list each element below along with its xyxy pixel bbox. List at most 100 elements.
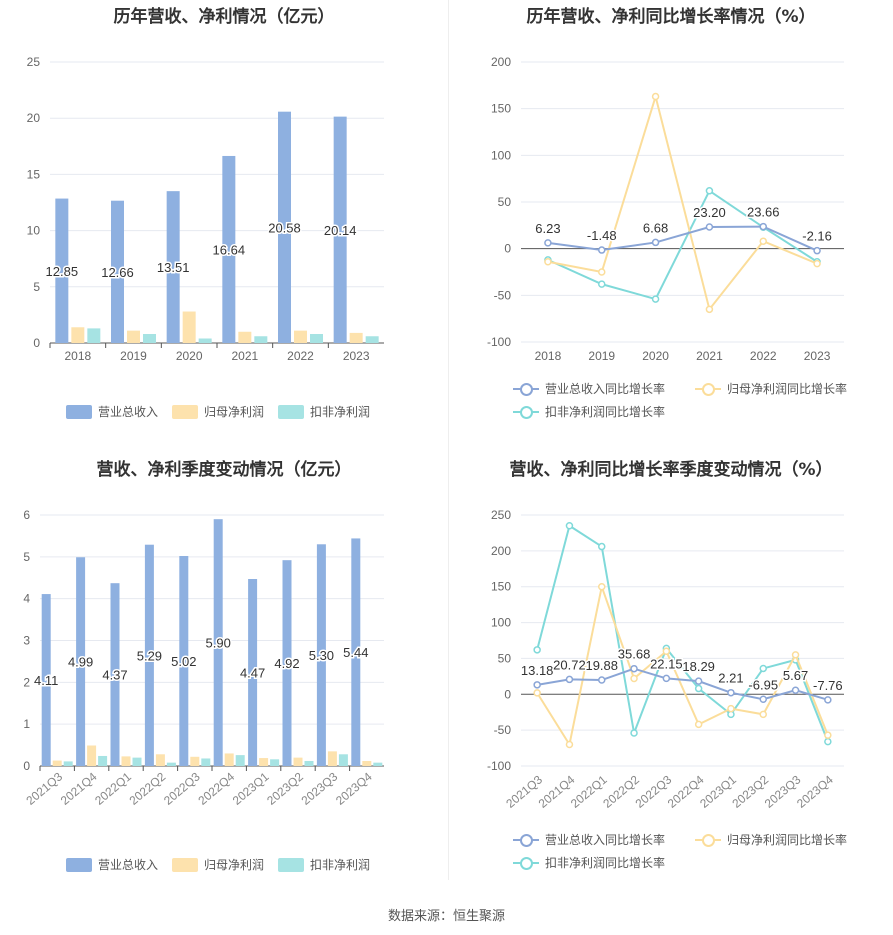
y-tick-label: 1 bbox=[23, 717, 30, 731]
legend-deducted[interactable]: 扣非净利润 bbox=[278, 403, 370, 420]
data-point bbox=[533, 646, 541, 654]
bar bbox=[179, 555, 189, 766]
data-point bbox=[694, 720, 703, 729]
y-tick-label: 6 bbox=[23, 508, 30, 522]
annual-line-chart: -100 -50 0 50 100 150 200 2018 2019 2020 2021 2022 2… bbox=[487, 55, 844, 363]
legend-revenue-growth[interactable]: 营业总收入同比增长率 bbox=[513, 380, 665, 397]
legend-netprofit-growth[interactable]: 归母净利润同比增长率 bbox=[695, 831, 847, 848]
data-label: 13.18 bbox=[521, 663, 554, 678]
data-label: 5.02 bbox=[171, 654, 196, 669]
x-tick-label: 2019 bbox=[120, 349, 147, 363]
data-label: 4.37 bbox=[102, 668, 127, 683]
legend-deducted-growth[interactable]: 扣非净利润同比增长率 bbox=[513, 403, 665, 420]
chart-title: 历年营收、净利情况（亿元） bbox=[113, 7, 335, 27]
bar bbox=[111, 200, 124, 343]
quarterly-revenue-profit-panel: 营收、净利季度变动情况（亿元） 0 1 2 3 4 5 6 2021Q3 4.11 2021Q4 4… bbox=[0, 453, 448, 883]
y-tick-label: 50 bbox=[498, 651, 512, 665]
x-tick-label: 2023Q4 bbox=[794, 772, 836, 810]
data-label: 20.14 bbox=[324, 223, 357, 238]
bar bbox=[132, 757, 142, 766]
data-label: -2.16 bbox=[802, 229, 832, 244]
data-label: 5.44 bbox=[343, 645, 368, 660]
bar bbox=[182, 311, 196, 343]
bar bbox=[121, 756, 131, 766]
bar bbox=[71, 327, 85, 343]
bar bbox=[235, 755, 245, 766]
data-point bbox=[791, 651, 800, 659]
data-point bbox=[705, 305, 714, 314]
quarterly-bar-chart: 0 1 2 3 4 5 6 2021Q3 4.11 2021Q4 4.99 2022Q1 4.37 202… bbox=[23, 508, 384, 808]
y-tick-label: 250 bbox=[491, 508, 511, 522]
bar bbox=[365, 336, 379, 343]
x-tick-label: 2021 bbox=[231, 349, 258, 363]
bar bbox=[259, 758, 269, 766]
data-point bbox=[727, 704, 735, 713]
x-tick-label: 2022Q3 bbox=[161, 769, 203, 807]
y-tick-label: 150 bbox=[491, 102, 511, 116]
bar bbox=[155, 754, 165, 766]
bar bbox=[316, 544, 326, 766]
legend-deducted[interactable]: 扣非净利润 bbox=[278, 856, 370, 873]
data-label: -1.48 bbox=[587, 228, 617, 243]
y-tick-label: 0 bbox=[504, 687, 511, 701]
bar bbox=[222, 155, 236, 343]
data-point bbox=[759, 222, 767, 231]
bar bbox=[166, 191, 180, 343]
bar bbox=[270, 759, 280, 766]
data-label: 20.58 bbox=[268, 220, 301, 235]
legend-revenue[interactable]: 营业总收入 bbox=[66, 856, 158, 873]
data-point bbox=[565, 740, 574, 749]
y-tick-label: -50 bbox=[494, 723, 512, 737]
series-line bbox=[547, 189, 818, 301]
y-tick-label: 5 bbox=[33, 280, 40, 294]
data-label: 18.29 bbox=[682, 659, 715, 674]
data-point bbox=[630, 729, 638, 737]
y-tick-label: 15 bbox=[27, 167, 41, 181]
legend-netprofit-growth[interactable]: 归母净利润同比增长率 bbox=[695, 380, 847, 397]
bar bbox=[87, 745, 97, 766]
x-tick-label: 2022Q1 bbox=[92, 769, 134, 807]
data-point bbox=[533, 689, 541, 697]
data-point bbox=[705, 223, 714, 231]
data-label: -6.95 bbox=[748, 677, 778, 692]
y-tick-label: 200 bbox=[491, 544, 511, 558]
bar bbox=[327, 751, 337, 766]
legend-revenue[interactable]: 营业总收入 bbox=[66, 403, 158, 420]
chart-title: 营收、净利季度变动情况（亿元） bbox=[96, 460, 352, 480]
x-tick-label: 2020 bbox=[642, 349, 669, 363]
x-tick-label: 2023Q1 bbox=[230, 769, 272, 807]
chart-title: 历年营收、净利同比增长率情况（%） bbox=[526, 7, 816, 27]
bar bbox=[224, 753, 234, 766]
x-tick-label: 2018 bbox=[64, 349, 91, 363]
legend-netprofit[interactable]: 归母净利润 bbox=[172, 403, 264, 420]
data-label: 2.21 bbox=[718, 671, 743, 686]
data-point bbox=[705, 187, 714, 195]
series-line bbox=[547, 92, 818, 312]
data-point bbox=[694, 677, 703, 685]
data-label: 6.68 bbox=[643, 220, 668, 235]
data-point bbox=[791, 686, 800, 694]
legend-netprofit[interactable]: 归母净利润 bbox=[172, 856, 264, 873]
bar bbox=[373, 762, 383, 766]
y-tick-label: 10 bbox=[27, 224, 41, 238]
y-tick-label: 50 bbox=[498, 195, 512, 209]
bar bbox=[127, 330, 140, 343]
legend-revenue-growth[interactable]: 营业总收入同比增长率 bbox=[513, 831, 665, 848]
data-point bbox=[759, 664, 767, 673]
y-tick-label: 3 bbox=[23, 634, 30, 648]
data-point bbox=[544, 239, 552, 247]
y-tick-label: 200 bbox=[491, 55, 511, 69]
y-tick-label: 0 bbox=[23, 759, 30, 773]
data-label: 22.15 bbox=[650, 656, 683, 671]
data-point bbox=[565, 522, 574, 530]
legend-deducted-growth[interactable]: 扣非净利润同比增长率 bbox=[513, 854, 665, 871]
data-point bbox=[759, 695, 767, 704]
x-tick-label: 2023 bbox=[343, 349, 370, 363]
bar bbox=[98, 755, 108, 766]
y-tick-label: 4 bbox=[23, 592, 30, 606]
y-tick-label: 5 bbox=[23, 550, 30, 564]
data-point bbox=[694, 684, 703, 693]
y-tick-label: 2 bbox=[23, 675, 30, 689]
data-point bbox=[630, 664, 638, 673]
series-line bbox=[536, 524, 829, 742]
